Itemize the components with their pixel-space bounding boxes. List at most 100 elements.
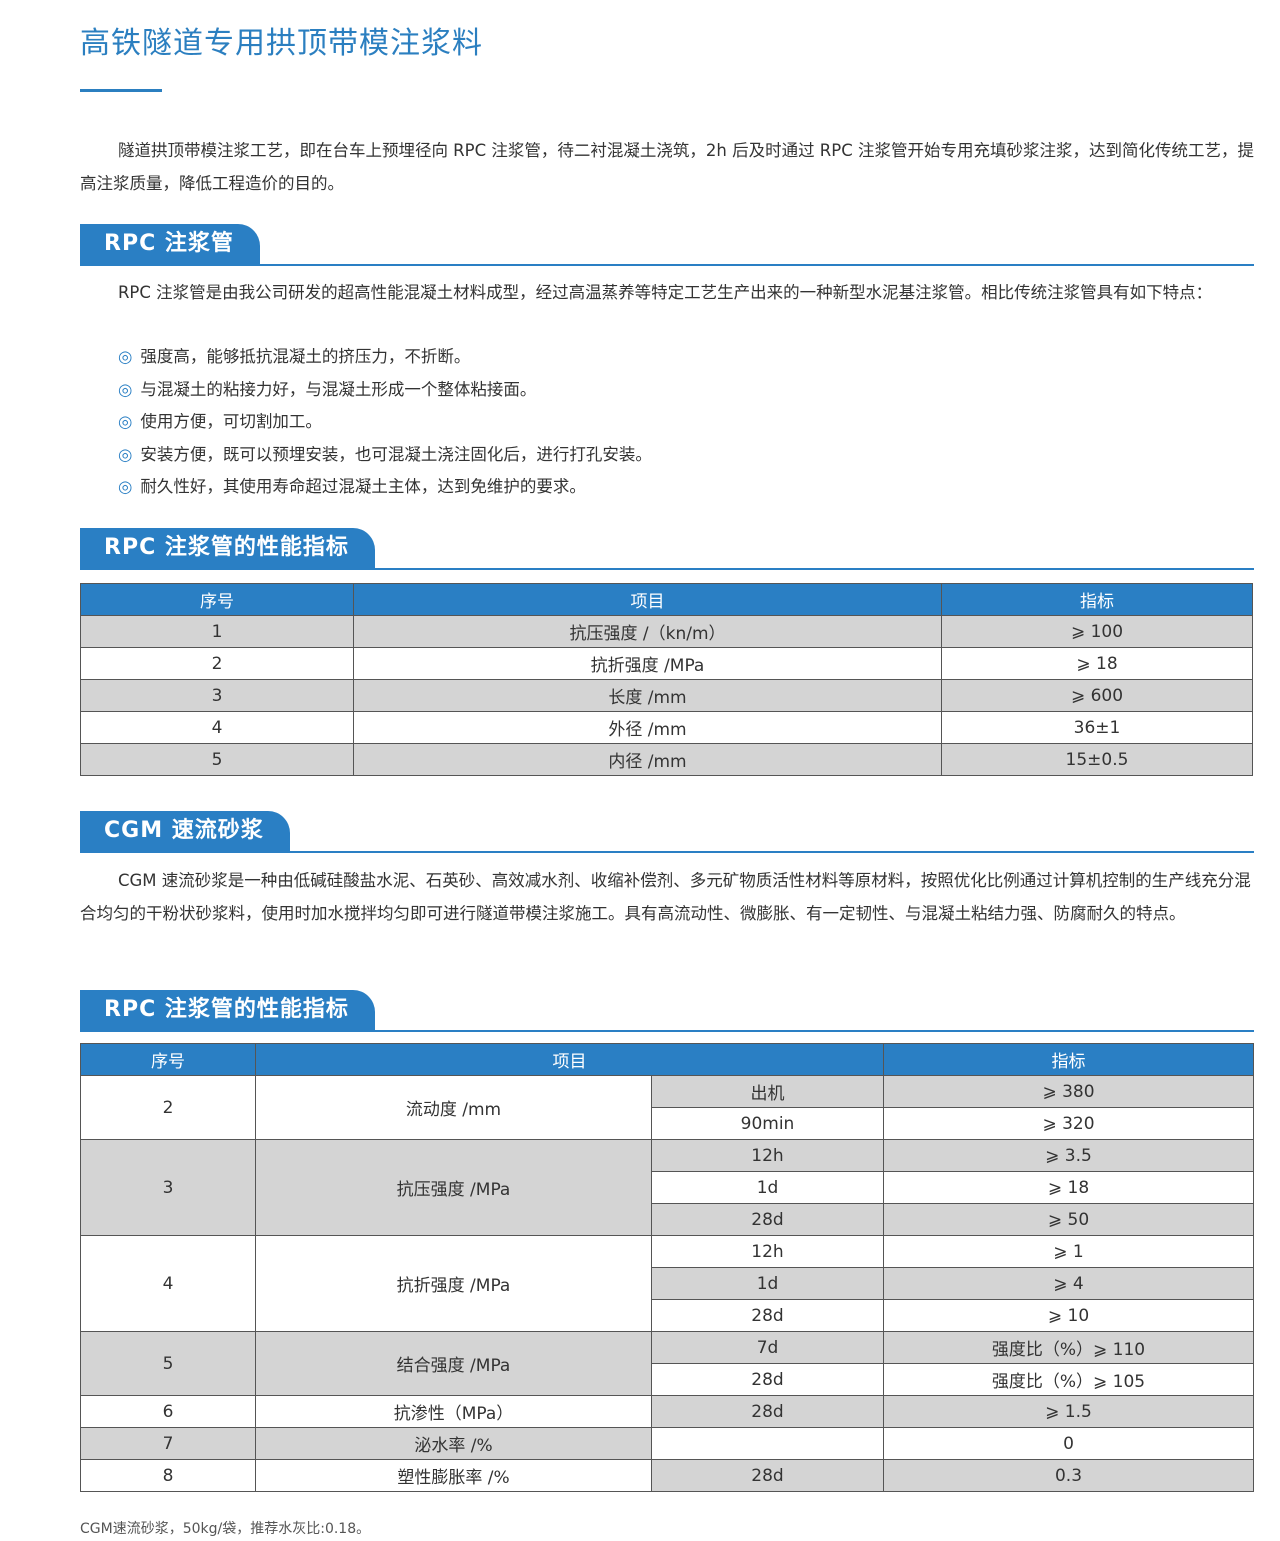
divider: [80, 568, 1254, 570]
column-header: 序号: [80, 583, 354, 616]
table-cell: 5: [80, 743, 354, 776]
table-row: 2 流动度 /mm 出机 ⩾ 380: [80, 1075, 1254, 1140]
table-cell-value: 强度比（%）⩾ 105: [883, 1363, 1254, 1396]
table-cell: 内径 /mm: [353, 743, 942, 776]
table-row: 3 长度 /mm ⩾ 600: [80, 679, 1253, 712]
table-cell-value: ⩾ 10: [883, 1299, 1254, 1332]
table-row: 28d 强度比（%）⩾ 105: [81, 1363, 1254, 1396]
circle-bullet-icon: ◎: [118, 444, 133, 464]
table-cell-value: 0.3: [883, 1459, 1254, 1492]
table-header-row: 序号 项目 指标: [80, 1043, 1254, 1076]
list-item-text: 耐久性好，其使用寿命超过混凝土主体，达到免维护的要求。: [140, 477, 586, 497]
table-cell: 抗折强度 /MPa: [353, 647, 942, 680]
circle-bullet-icon: ◎: [118, 347, 133, 366]
table-cell-no: 7: [80, 1427, 256, 1460]
table-cell-condition: 12h: [651, 1235, 884, 1268]
table-row: 5 结合强度 /MPa 7d 强度比（%）⩾ 110: [80, 1331, 1254, 1396]
table-cell-value: ⩾ 50: [883, 1203, 1254, 1236]
table-cell-item: 流动度 /mm: [255, 1075, 652, 1140]
section-title: RPC 注浆管的性能指标: [80, 990, 375, 1030]
table-cell: 4: [80, 711, 354, 744]
page-title: 高铁隧道专用拱顶带模注浆料: [80, 26, 483, 61]
list-item-text: 强度高，能够抵抗混凝土的挤压力，不折断。: [140, 347, 471, 366]
table-cell-condition: 28d: [651, 1299, 884, 1332]
table-row: 8 塑性膨胀率 /% 28d 0.3: [80, 1459, 1254, 1492]
table-row: 28d ⩾ 10: [81, 1299, 1254, 1332]
circle-bullet-icon: ◎: [118, 379, 133, 399]
table-cell: 长度 /mm: [353, 679, 942, 712]
table-cell: 15±0.5: [941, 743, 1253, 776]
table-cell-no: 4: [80, 1235, 256, 1332]
table-cell: 1: [80, 615, 354, 648]
list-item-text: 安装方便，既可以预埋安装，也可混凝土浇注固化后，进行打孔安装。: [140, 444, 652, 464]
list-item-text: 使用方便，可切割加工。: [140, 412, 322, 432]
table-row: 28d ⩾ 50: [81, 1203, 1254, 1236]
table-note: CGM速流砂浆，50kg/袋，推荐水灰比:0.18。: [80, 1521, 371, 1537]
table-cell: ⩾ 100: [941, 615, 1253, 648]
table-cell-condition: 28d: [651, 1395, 884, 1428]
table-row: 4 外径 /mm 36±1: [80, 711, 1253, 744]
list-item: ◎ 使用方便，可切割加工。: [118, 406, 652, 439]
table-cell-item: 抗折强度 /MPa: [255, 1235, 652, 1332]
intro-paragraph: 隧道拱顶带模注浆工艺，即在台车上预埋径向 RPC 注浆管，待二衬混凝土浇筑，2h…: [80, 141, 1254, 193]
table-cell-condition: [651, 1427, 884, 1460]
title-underline: [80, 89, 162, 92]
table-cell-value: ⩾ 380: [883, 1075, 1254, 1108]
section-header-cgm: CGM 速流砂浆: [80, 811, 1254, 853]
table-cell-condition: 28d: [651, 1203, 884, 1236]
table-cell-value: ⩾ 320: [883, 1107, 1254, 1140]
section-title: RPC 注浆管的性能指标: [80, 528, 375, 568]
table-cell: 36±1: [941, 711, 1253, 744]
rpc-performance-table: 序号 项目 指标 1 抗压强度 /（kn/m） ⩾ 100 2 抗折强度 /MPa ⩾ 18 3 长…: [80, 583, 1253, 776]
table-cell: 3: [80, 679, 354, 712]
table-row: 5 内径 /mm 15±0.5: [80, 743, 1253, 776]
section-header-rpc-pipe: RPC 注浆管: [80, 224, 1254, 266]
table-cell-condition: 28d: [651, 1363, 884, 1396]
table-cell-condition: 1d: [651, 1267, 884, 1300]
table-cell-no: 5: [80, 1331, 256, 1396]
table-cell-value: ⩾ 1: [883, 1235, 1254, 1268]
table-row: 6 抗渗性（MPa） 28d ⩾ 1.5: [80, 1395, 1254, 1428]
table-row: 3 抗压强度 /MPa 12h ⩾ 3.5: [80, 1139, 1254, 1236]
table-cell-no: 3: [80, 1139, 256, 1236]
table-cell-item: 泌水率 /%: [255, 1427, 652, 1460]
column-header: 指标: [941, 583, 1253, 616]
table-cell: 外径 /mm: [353, 711, 942, 744]
table-cell-no: 6: [80, 1395, 256, 1428]
column-header: 序号: [80, 1043, 256, 1076]
table-cell-value: ⩾ 18: [883, 1171, 1254, 1204]
table-cell: 抗压强度 /（kn/m）: [353, 615, 942, 648]
section-title: RPC 注浆管: [80, 224, 260, 264]
list-item: ◎ 安装方便，既可以预埋安装，也可混凝土浇注固化后，进行打孔安装。: [118, 439, 652, 472]
column-header: 指标: [883, 1043, 1254, 1076]
cgm-performance-table: 序号 项目 指标 2 流动度 /mm 出机 ⩾ 380 90min ⩾ 320 3 抗压强度 /MP…: [80, 1043, 1254, 1492]
table-cell: 2: [80, 647, 354, 680]
table-cell-condition: 28d: [651, 1459, 884, 1492]
table-cell-no: 2: [80, 1075, 256, 1140]
circle-bullet-icon: ◎: [118, 412, 133, 432]
list-item: ◎ 强度高，能够抵抗混凝土的挤压力，不折断。: [118, 341, 652, 374]
rpc-pipe-paragraph: RPC 注浆管是由我公司研发的超高性能混凝土材料成型，经过高温蒸养等特定工艺生产…: [117, 283, 1213, 302]
table-cell: ⩾ 18: [941, 647, 1253, 680]
table-cell-condition: 出机: [651, 1075, 884, 1108]
feature-list: ◎ 强度高，能够抵抗混凝土的挤压力，不折断。 ◎ 与混凝土的粘接力好，与混凝土形成一…: [118, 341, 652, 504]
list-item: ◎ 与混凝土的粘接力好，与混凝土形成一个整体粘接面。: [118, 374, 652, 407]
list-item-text: 与混凝土的粘接力好，与混凝土形成一个整体粘接面。: [140, 379, 537, 399]
table-row: 7 泌水率 /% 0: [80, 1427, 1254, 1460]
table-row: 4 抗折强度 /MPa 12h ⩾ 1: [80, 1235, 1254, 1332]
table-cell-condition: 1d: [651, 1171, 884, 1204]
circle-bullet-icon: ◎: [118, 477, 133, 497]
table-cell-value: 强度比（%）⩾ 110: [883, 1331, 1254, 1364]
table-cell-value: ⩾ 1.5: [883, 1395, 1254, 1428]
table-cell-item: 结合强度 /MPa: [255, 1331, 652, 1396]
table-cell-value: 0: [883, 1427, 1254, 1460]
table-cell-condition: 12h: [651, 1139, 884, 1172]
column-header: 项目: [255, 1043, 884, 1076]
section-title: CGM 速流砂浆: [80, 811, 290, 851]
table-row: 1d ⩾ 4: [81, 1267, 1254, 1300]
table-cell-value: ⩾ 4: [883, 1267, 1254, 1300]
table-cell-no: 8: [80, 1459, 256, 1492]
cgm-paragraph: CGM 速流砂浆是一种由低碱硅酸盐水泥、石英砂、高效减水剂、收缩补偿剂、多元矿物…: [80, 871, 1251, 923]
divider: [80, 851, 1254, 853]
table-header-row: 序号 项目 指标: [80, 583, 1253, 616]
